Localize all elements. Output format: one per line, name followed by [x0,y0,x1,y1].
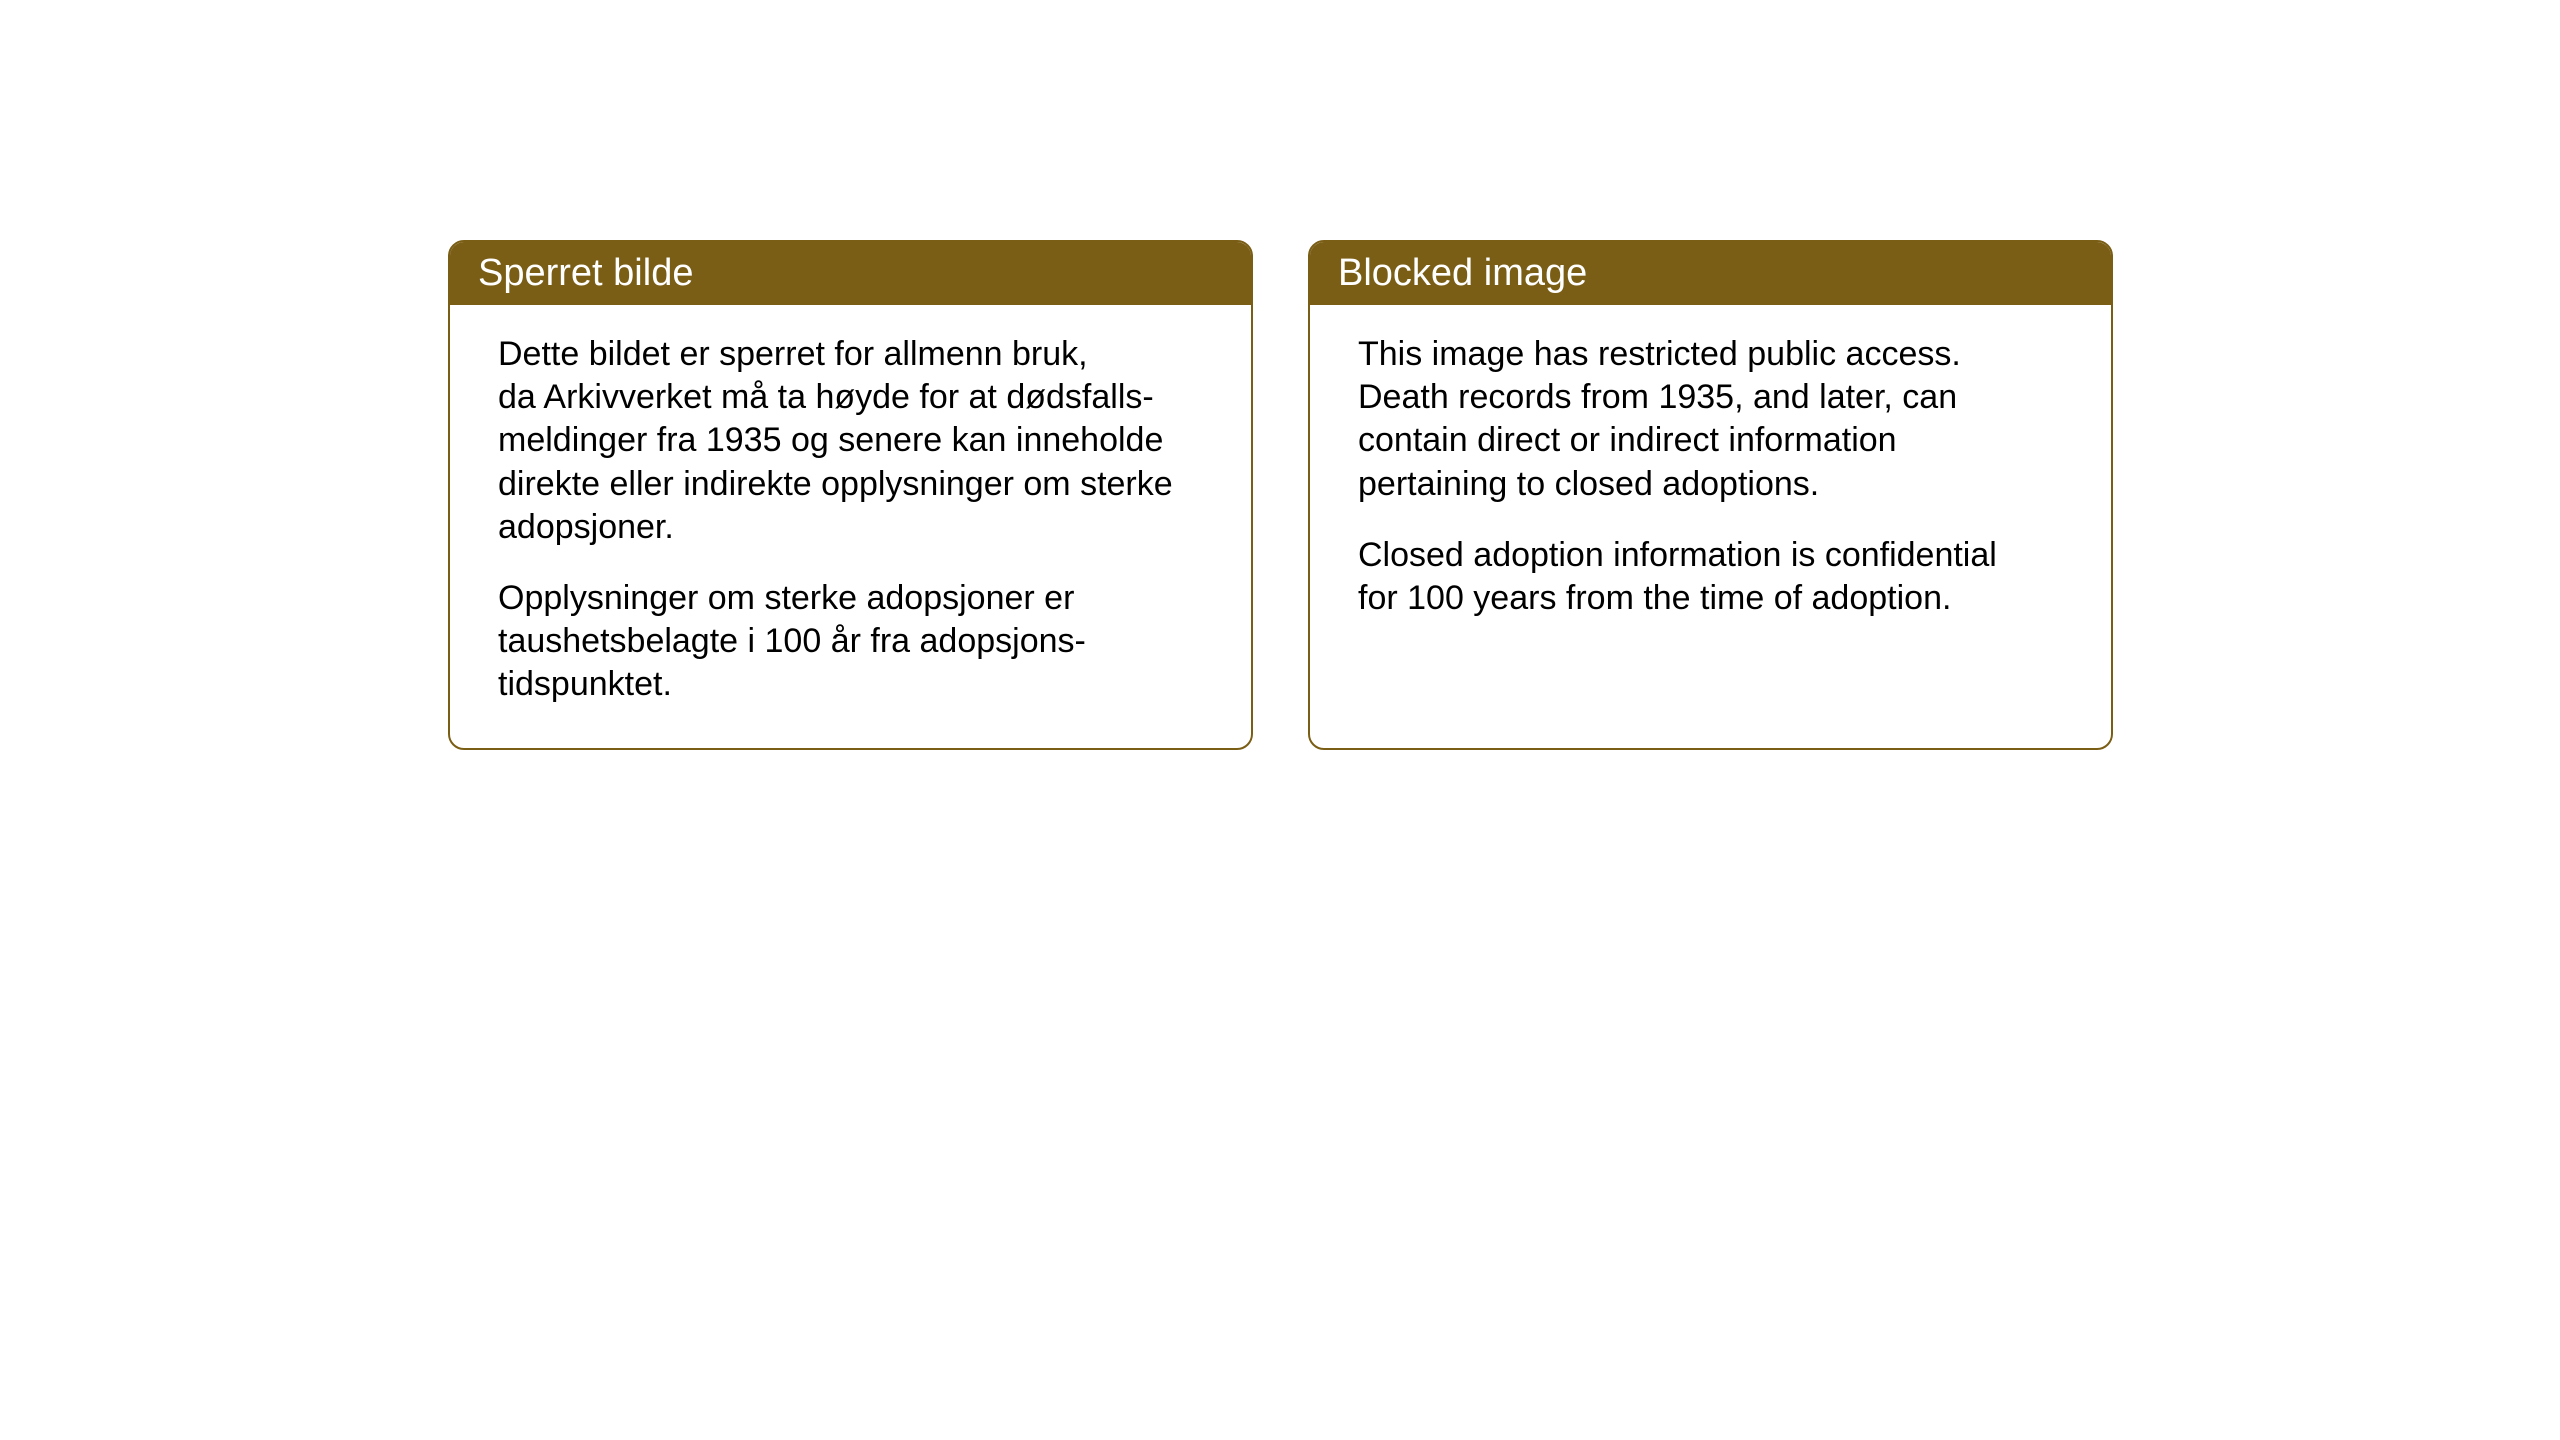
notice-card-norwegian: Sperret bilde Dette bildet er sperret fo… [448,240,1253,750]
notice-card-english: Blocked image This image has restricted … [1308,240,2113,750]
card-title-norwegian: Sperret bilde [478,252,693,294]
card-body-english: This image has restricted public access.… [1310,305,2111,656]
notice-container: Sperret bilde Dette bildet er sperret fo… [448,240,2113,750]
card-title-english: Blocked image [1338,252,1587,294]
card-paragraph1-norwegian: Dette bildet er sperret for allmenn bruk… [498,333,1203,549]
card-header-norwegian: Sperret bilde [450,242,1251,305]
card-header-english: Blocked image [1310,242,2111,305]
card-paragraph2-english: Closed adoption information is confident… [1358,534,2063,620]
card-body-norwegian: Dette bildet er sperret for allmenn bruk… [450,305,1251,742]
card-paragraph1-english: This image has restricted public access.… [1358,333,2063,506]
card-paragraph2-norwegian: Opplysninger om sterke adopsjoner er tau… [498,577,1203,707]
